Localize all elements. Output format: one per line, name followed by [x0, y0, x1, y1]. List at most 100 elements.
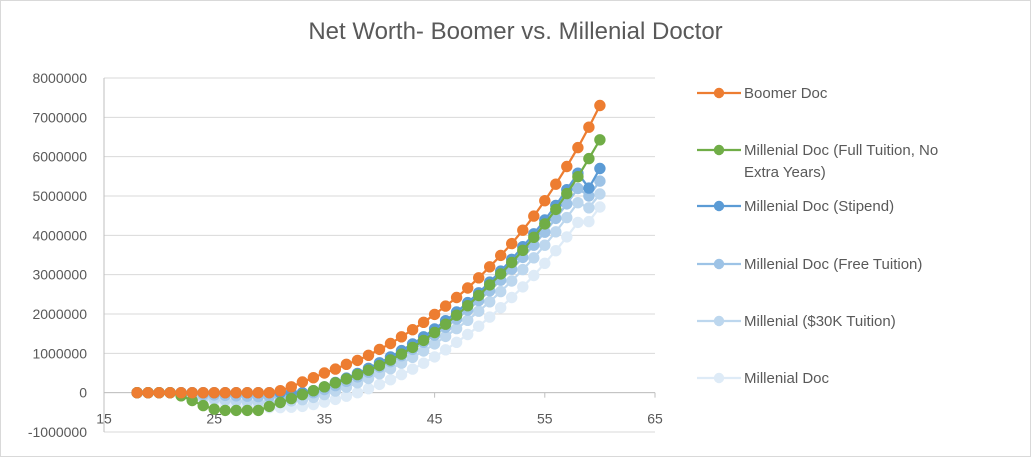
data-point	[594, 99, 606, 112]
data-point	[539, 218, 551, 230]
data-point	[506, 275, 518, 287]
data-point	[219, 387, 231, 399]
data-point	[550, 203, 562, 216]
data-point	[307, 385, 320, 397]
data-point	[517, 224, 529, 236]
data-point	[572, 182, 584, 195]
data-point	[528, 252, 540, 264]
data-point	[329, 377, 342, 389]
legend-label: Millenial Doc (Full Tuition, No Extra Yea…	[744, 142, 938, 181]
data-point	[296, 376, 309, 388]
legend-swatch-marker	[713, 87, 725, 99]
y-tick-label: 1000000	[32, 345, 87, 361]
data-point	[318, 367, 331, 379]
legend-label: Millenial ($30K Tuition)	[744, 313, 896, 330]
legend-swatch-marker	[713, 258, 725, 270]
data-point	[495, 285, 507, 298]
data-point	[572, 197, 584, 209]
data-point	[561, 211, 573, 224]
x-tick-label: 45	[427, 411, 443, 427]
data-point	[417, 357, 430, 369]
chart-title: Net Worth- Boomer vs. Millenial Doctor	[308, 18, 723, 45]
x-tick-label: 15	[96, 411, 112, 427]
data-point	[561, 187, 573, 200]
data-point	[395, 368, 408, 381]
data-point	[462, 282, 474, 294]
data-point	[439, 344, 452, 356]
legend-swatch-marker	[713, 200, 725, 212]
data-point	[462, 314, 474, 326]
data-point	[462, 300, 474, 312]
data-point	[340, 373, 353, 385]
data-point	[164, 387, 176, 399]
data-point	[594, 162, 606, 175]
data-point	[329, 363, 342, 375]
data-point	[550, 178, 562, 190]
data-point	[561, 231, 573, 243]
data-point	[572, 141, 584, 154]
data-point	[395, 348, 408, 360]
data-point	[528, 269, 540, 282]
data-point	[539, 257, 551, 269]
data-point	[572, 171, 584, 183]
data-point	[351, 387, 364, 399]
data-point	[517, 244, 529, 257]
y-tick-label: 3000000	[32, 267, 87, 283]
x-tick-label: 55	[537, 411, 553, 427]
data-point	[528, 210, 540, 222]
data-point	[263, 387, 275, 399]
data-point	[296, 388, 309, 401]
data-point	[583, 182, 595, 194]
data-point	[450, 336, 463, 348]
data-point	[285, 381, 297, 393]
y-tick-label: 6000000	[32, 149, 87, 165]
legend-label: Boomer Doc	[744, 85, 828, 102]
data-point	[384, 337, 397, 350]
data-point	[539, 239, 551, 251]
data-point	[439, 300, 452, 312]
data-point	[583, 202, 595, 214]
data-point	[384, 354, 397, 366]
data-point	[539, 195, 551, 207]
y-tick-label: 7000000	[32, 109, 87, 125]
data-point	[450, 322, 463, 335]
data-point	[583, 121, 595, 133]
data-point	[142, 387, 154, 399]
data-point	[241, 404, 254, 417]
data-point	[406, 363, 419, 375]
data-point	[428, 326, 441, 339]
legend-swatch-marker	[713, 315, 725, 327]
data-point	[230, 387, 242, 399]
legend-label: Millenial Doc (Free Tuition)	[744, 256, 922, 273]
data-point	[506, 256, 518, 269]
data-point	[528, 231, 540, 244]
data-point	[550, 245, 562, 257]
data-point	[208, 387, 220, 399]
data-point	[318, 381, 331, 393]
data-point	[572, 216, 584, 229]
data-point	[484, 279, 496, 291]
data-point	[175, 387, 187, 399]
data-point	[417, 316, 430, 328]
data-point	[506, 291, 518, 304]
data-point	[230, 404, 242, 417]
data-point	[362, 349, 375, 361]
data-point	[473, 320, 485, 332]
data-point	[450, 309, 463, 321]
data-point	[428, 308, 441, 321]
data-point	[484, 311, 496, 323]
data-point	[484, 261, 496, 273]
data-point	[583, 215, 595, 228]
data-point	[384, 374, 397, 386]
legend-label: Millenial Doc	[744, 370, 830, 387]
data-point	[131, 387, 143, 399]
data-point	[241, 387, 254, 399]
data-point	[274, 396, 286, 409]
data-point	[495, 268, 507, 280]
data-point	[583, 152, 595, 165]
data-point	[252, 404, 264, 417]
data-point	[406, 324, 419, 336]
data-point	[594, 175, 606, 187]
